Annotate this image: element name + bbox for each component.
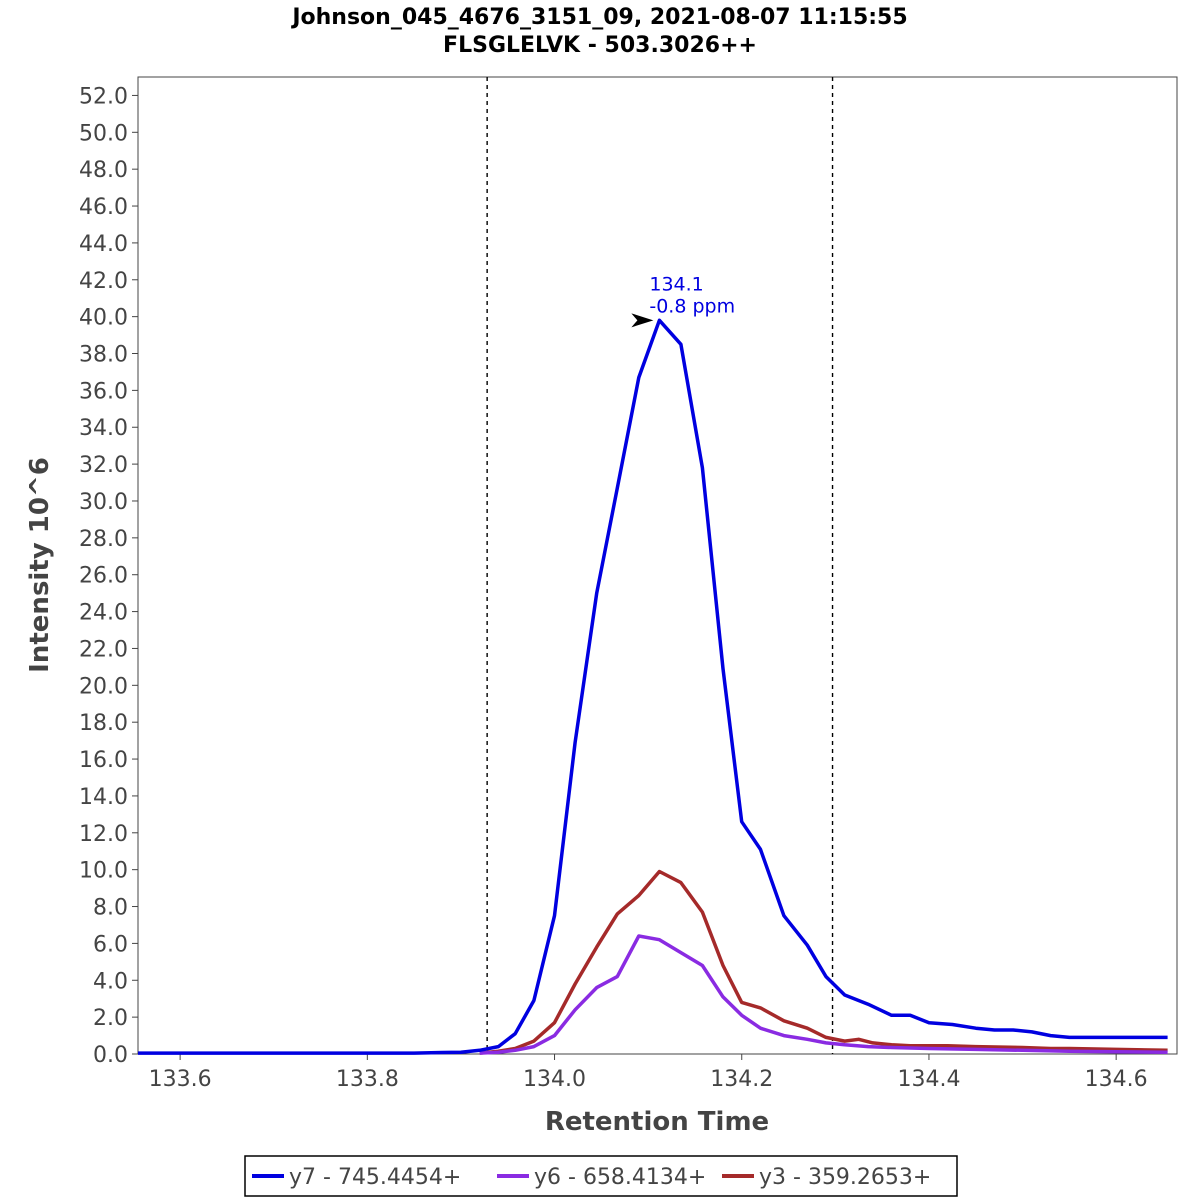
legend-label: y3 - 359.2653+ — [759, 1165, 931, 1190]
y-tick-label: 34.0 — [79, 416, 128, 441]
y-tick-label: 22.0 — [79, 637, 128, 662]
y-axis-title: Intensity 10^6 — [25, 457, 55, 673]
peak-arrow-icon — [631, 313, 654, 328]
x-tick-label: 133.8 — [336, 1067, 399, 1092]
x-tick-label: 134.2 — [710, 1067, 773, 1092]
y-tick-label: 42.0 — [79, 269, 128, 294]
y-tick-label: 4.0 — [93, 969, 128, 994]
y-tick-label: 0.0 — [93, 1043, 128, 1068]
y-tick-label: 2.0 — [93, 1006, 128, 1031]
y-axis: 0.0 2.0 4.0 6.0 8.0 10.0 12.0 14.0 16.0 18.0 20.0 2… — [79, 84, 138, 1068]
y-tick-label: 28.0 — [79, 527, 128, 552]
y-tick-label: 24.0 — [79, 601, 128, 626]
series-line-y6 — [479, 934, 1168, 1055]
series-line-y3 — [479, 869, 1168, 1055]
y-tick-label: 32.0 — [79, 453, 128, 478]
y-tick-label: 30.0 — [79, 490, 128, 515]
y-tick-label: 36.0 — [79, 379, 128, 404]
y-tick-label: 20.0 — [79, 674, 128, 699]
legend: y7 - 745.4454+ y6 - 658.4134+ y3 - 359.265… — [244, 1155, 958, 1197]
annotation-rt: 134.1 — [649, 273, 703, 295]
series-line-y7 — [138, 318, 1168, 1055]
plot-area — [137, 76, 1178, 1055]
peak-annotation: 134.1 -0.8 ppm — [631, 273, 735, 328]
y-tick-label: 50.0 — [79, 121, 128, 146]
x-axis-title: Retention Time — [545, 1107, 769, 1137]
x-tick-label: 134.4 — [897, 1067, 960, 1092]
y-tick-label: 10.0 — [79, 859, 128, 884]
y-tick-label: 44.0 — [79, 232, 128, 257]
annotation-ppm: -0.8 ppm — [649, 295, 735, 317]
x-axis: 133.6 133.8 134.0 134.2 134.4 134.6 — [149, 1054, 1148, 1092]
y-tick-label: 52.0 — [79, 84, 128, 109]
peak-boundaries — [486, 77, 834, 1054]
x-tick-label: 134.6 — [1085, 1067, 1148, 1092]
legend-box — [244, 1155, 958, 1197]
y-tick-label: 40.0 — [79, 306, 128, 331]
x-tick-label: 133.6 — [149, 1067, 212, 1092]
legend-label: y6 - 658.4134+ — [534, 1165, 706, 1190]
chart-title: Johnson_045_4676_3151_09, 2021-08-07 11:… — [290, 5, 907, 30]
y-tick-label: 16.0 — [79, 748, 128, 773]
y-tick-label: 6.0 — [93, 932, 128, 957]
legend-label: y7 - 745.4454+ — [289, 1165, 461, 1190]
chart-subtitle: FLSGLELVK - 503.3026++ — [443, 33, 757, 58]
series-layer — [138, 318, 1168, 1055]
y-tick-label: 26.0 — [79, 564, 128, 589]
y-tick-label: 48.0 — [79, 158, 128, 183]
y-tick-label: 46.0 — [79, 195, 128, 220]
y-tick-label: 14.0 — [79, 785, 128, 810]
x-tick-label: 134.0 — [523, 1067, 586, 1092]
y-tick-label: 38.0 — [79, 343, 128, 368]
y-tick-label: 12.0 — [79, 822, 128, 847]
y-tick-label: 18.0 — [79, 711, 128, 736]
y-tick-label: 8.0 — [93, 896, 128, 921]
